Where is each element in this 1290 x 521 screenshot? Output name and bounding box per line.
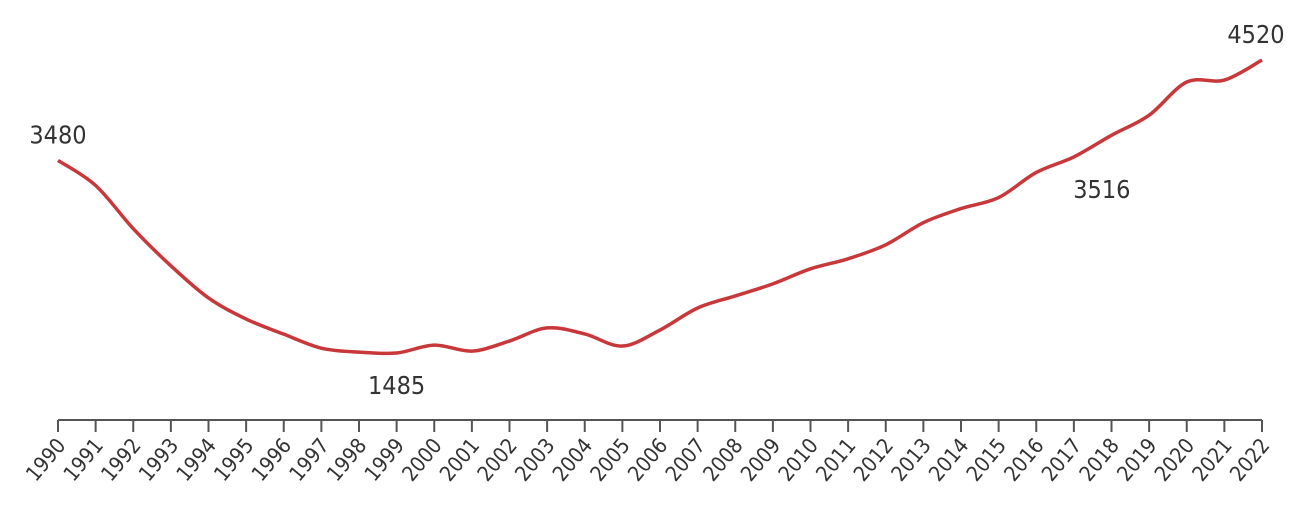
- x-tick-label: 2012: [849, 434, 898, 486]
- x-tick-label: 1997: [285, 434, 334, 486]
- x-tick-label: 2020: [1150, 434, 1199, 486]
- x-tick-label: 2001: [435, 434, 484, 486]
- x-tick-label: 2011: [811, 434, 860, 486]
- x-tick-label: 2018: [1075, 434, 1124, 486]
- x-tick-label: 2009: [736, 434, 785, 486]
- x-tick-label: 1993: [134, 434, 183, 486]
- x-tick-label: 2015: [962, 434, 1011, 486]
- x-tick-label: 2016: [999, 434, 1048, 486]
- x-tick-label: 1996: [247, 434, 296, 486]
- x-tick-label: 2014: [924, 434, 973, 486]
- x-tick-label: 1995: [209, 434, 258, 486]
- x-tick-label: 1991: [59, 434, 108, 486]
- data-label: 1485: [368, 371, 425, 400]
- x-tick-label: 2013: [887, 434, 936, 486]
- x-tick-label: 2021: [1188, 434, 1237, 486]
- x-tick-label: 2017: [1037, 434, 1086, 486]
- x-tick-label: 2019: [1112, 434, 1161, 486]
- x-tick-label: 2007: [661, 434, 710, 486]
- x-tick-label: 2022: [1225, 434, 1274, 486]
- x-tick-label: 1999: [360, 434, 409, 486]
- x-tick-label: 2008: [698, 434, 747, 486]
- x-tick-label: 2002: [473, 434, 522, 486]
- x-tick-label: 2004: [548, 434, 597, 486]
- data-label: 3480: [29, 120, 86, 149]
- line: [57, 58, 1263, 356]
- x-tick-label: 2000: [397, 434, 446, 486]
- data-label: 3516: [1073, 175, 1130, 204]
- x-tick-label: 2010: [774, 434, 823, 486]
- x-tick-label: 1998: [322, 434, 371, 486]
- x-tick-label: 2005: [586, 434, 635, 486]
- data-label: 4520: [1227, 20, 1284, 49]
- x-tick-label: 1990: [21, 434, 70, 486]
- x-tick-label: 1994: [172, 434, 221, 486]
- x-tick-label: 2003: [510, 434, 559, 486]
- x-tick-label: 2006: [623, 434, 672, 486]
- x-tick-label: 1992: [96, 434, 145, 486]
